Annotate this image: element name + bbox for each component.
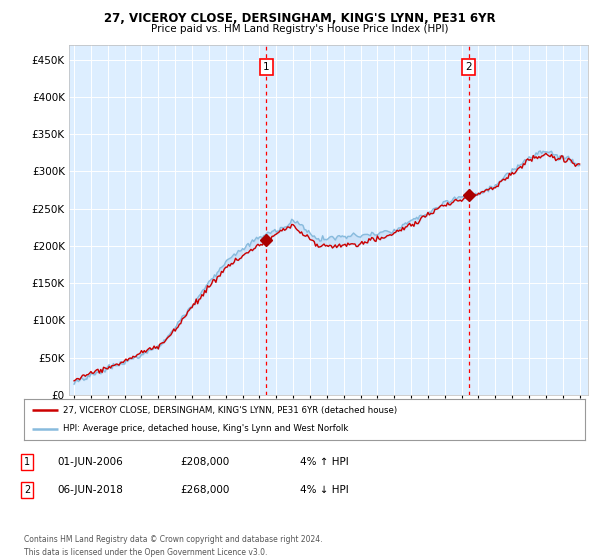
Text: 27, VICEROY CLOSE, DERSINGHAM, KING'S LYNN, PE31 6YR: 27, VICEROY CLOSE, DERSINGHAM, KING'S LY… <box>104 12 496 25</box>
Text: Contains HM Land Registry data © Crown copyright and database right 2024.
This d: Contains HM Land Registry data © Crown c… <box>24 535 323 557</box>
Text: 4% ↓ HPI: 4% ↓ HPI <box>300 485 349 495</box>
Text: 27, VICEROY CLOSE, DERSINGHAM, KING'S LYNN, PE31 6YR (detached house): 27, VICEROY CLOSE, DERSINGHAM, KING'S LY… <box>63 405 397 414</box>
Text: 1: 1 <box>24 457 30 467</box>
Text: 01-JUN-2006: 01-JUN-2006 <box>57 457 123 467</box>
Text: £208,000: £208,000 <box>180 457 229 467</box>
Text: HPI: Average price, detached house, King's Lynn and West Norfolk: HPI: Average price, detached house, King… <box>63 424 349 433</box>
Text: Price paid vs. HM Land Registry's House Price Index (HPI): Price paid vs. HM Land Registry's House … <box>151 24 449 34</box>
Text: 2: 2 <box>24 485 30 495</box>
Text: 06-JUN-2018: 06-JUN-2018 <box>57 485 123 495</box>
Text: 4% ↑ HPI: 4% ↑ HPI <box>300 457 349 467</box>
Text: 1: 1 <box>263 62 270 72</box>
Text: £268,000: £268,000 <box>180 485 229 495</box>
Text: 2: 2 <box>466 62 472 72</box>
